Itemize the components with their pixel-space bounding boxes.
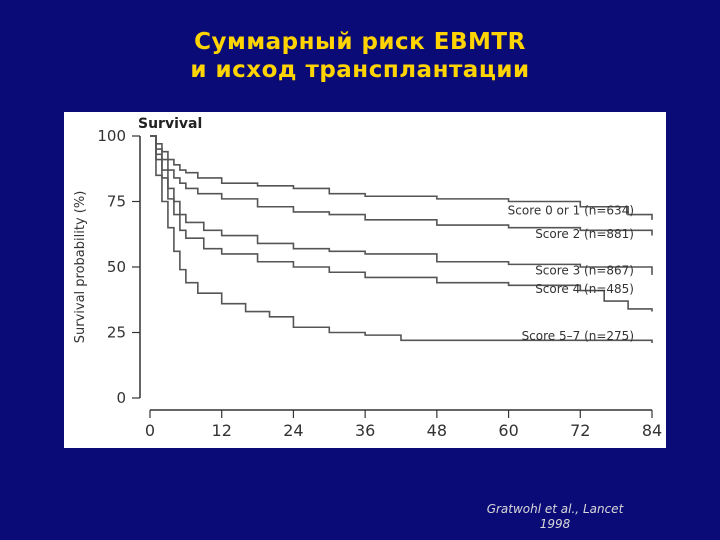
y-tick-label-50: 50 (107, 258, 126, 276)
y-tick-label-0: 0 (116, 389, 126, 407)
x-tick-label-12: 12 (212, 421, 232, 440)
slide-title-line-1: Суммарный риск EBMTR (194, 29, 526, 55)
x-tick-label-24: 24 (283, 421, 303, 440)
survival-curve-1 (150, 135, 653, 220)
x-tick-label-60: 60 (498, 421, 518, 440)
slide-title: Суммарный риск EBMTR и исход транспланта… (0, 28, 720, 84)
curve-label-3: Score 3 (n=867) (535, 264, 634, 278)
y-tick-label-25: 25 (107, 324, 126, 342)
curve-labels: Score 0 or 1 (n=634) Score 2 (n=881) Score… (508, 203, 634, 343)
x-tick-label-84: 84 (642, 421, 662, 440)
y-tick-label-75: 75 (107, 193, 126, 211)
survival-curve-5 (150, 135, 653, 343)
curve-label-2: Score 2 (n=881) (535, 227, 634, 241)
survival-curve-2 (150, 135, 653, 236)
y-axis-label: Survival probability (%) (73, 191, 88, 344)
survival-curves (150, 135, 653, 343)
survival-curve-3 (150, 135, 653, 275)
survival-chart: Survival Survival probability (%) 0 25 50 7… (73, 116, 662, 440)
x-tick-label-72: 72 (570, 421, 590, 440)
citation-line-1: Gratwohl et al., Lancet (486, 502, 624, 516)
y-tick-label-100: 100 (97, 127, 126, 145)
curve-label-4: Score 4 (n=485) (535, 282, 634, 296)
chart-axes: 0 25 50 75 100 0 12 24 36 48 60 72 84 (97, 127, 662, 440)
survival-curve-4 (150, 135, 653, 312)
curve-label-5: Score 5–7 (n=275) (522, 329, 634, 343)
survival-chart-panel: Survival Survival probability (%) 0 25 50 7… (64, 112, 666, 448)
citation: Gratwohl et al., Lancet 1998 (440, 502, 670, 532)
curve-label-1: Score 0 or 1 (n=634) (508, 203, 634, 217)
x-tick-label-36: 36 (355, 421, 375, 440)
citation-line-2: 1998 (539, 517, 571, 531)
chart-title: Survival (138, 116, 202, 132)
slide-title-line-2: и исход трансплантации (190, 57, 530, 83)
x-tick-label-48: 48 (427, 421, 447, 440)
x-tick-label-0: 0 (145, 421, 155, 440)
